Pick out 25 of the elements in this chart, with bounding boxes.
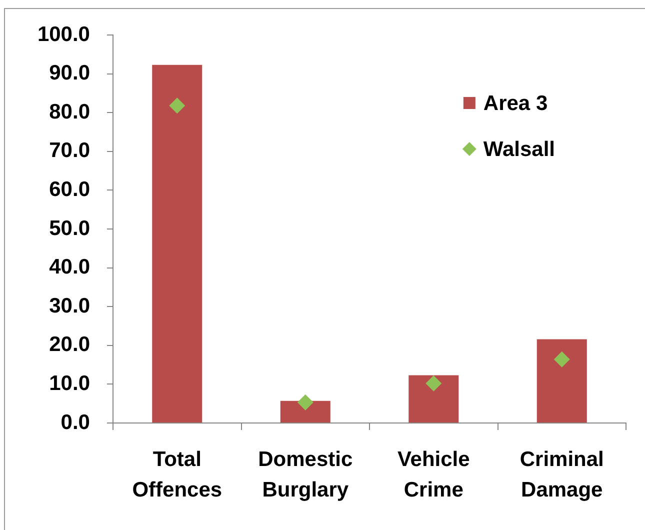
bar [536,339,587,422]
y-tick-label: 30.0 [49,294,90,318]
x-tick-label: Domestic Burglary [258,448,353,502]
y-tick-label: 0.0 [60,410,90,434]
bar [408,375,459,422]
x-tick-label: Vehicle Crime [397,448,470,502]
y-tick-label: 20.0 [49,333,90,356]
point [169,98,186,114]
bar [152,64,202,422]
bar [280,400,330,422]
y-tick-label: 80.0 [49,100,90,124]
point [297,394,314,410]
legend-label: Area 3 [483,92,548,115]
y-tick-label: 100.0 [37,22,90,46]
y-tick-label: 70.0 [49,139,90,162]
x-tick-label: Total Offences [132,448,222,502]
y-tick-label: 50.0 [49,216,90,240]
legend-label: Walsall [483,138,556,161]
y-tick-label: 10.0 [49,372,90,395]
point [554,351,570,368]
point [426,375,442,392]
y-tick-label: 60.0 [49,178,90,201]
y-tick-label: 40.0 [49,256,90,279]
x-tick-label: Criminal Damage [520,448,604,502]
y-tick-label: 90.0 [49,62,90,85]
